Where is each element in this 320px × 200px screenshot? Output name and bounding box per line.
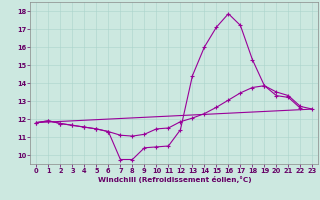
X-axis label: Windchill (Refroidissement éolien,°C): Windchill (Refroidissement éolien,°C) [98,176,251,183]
